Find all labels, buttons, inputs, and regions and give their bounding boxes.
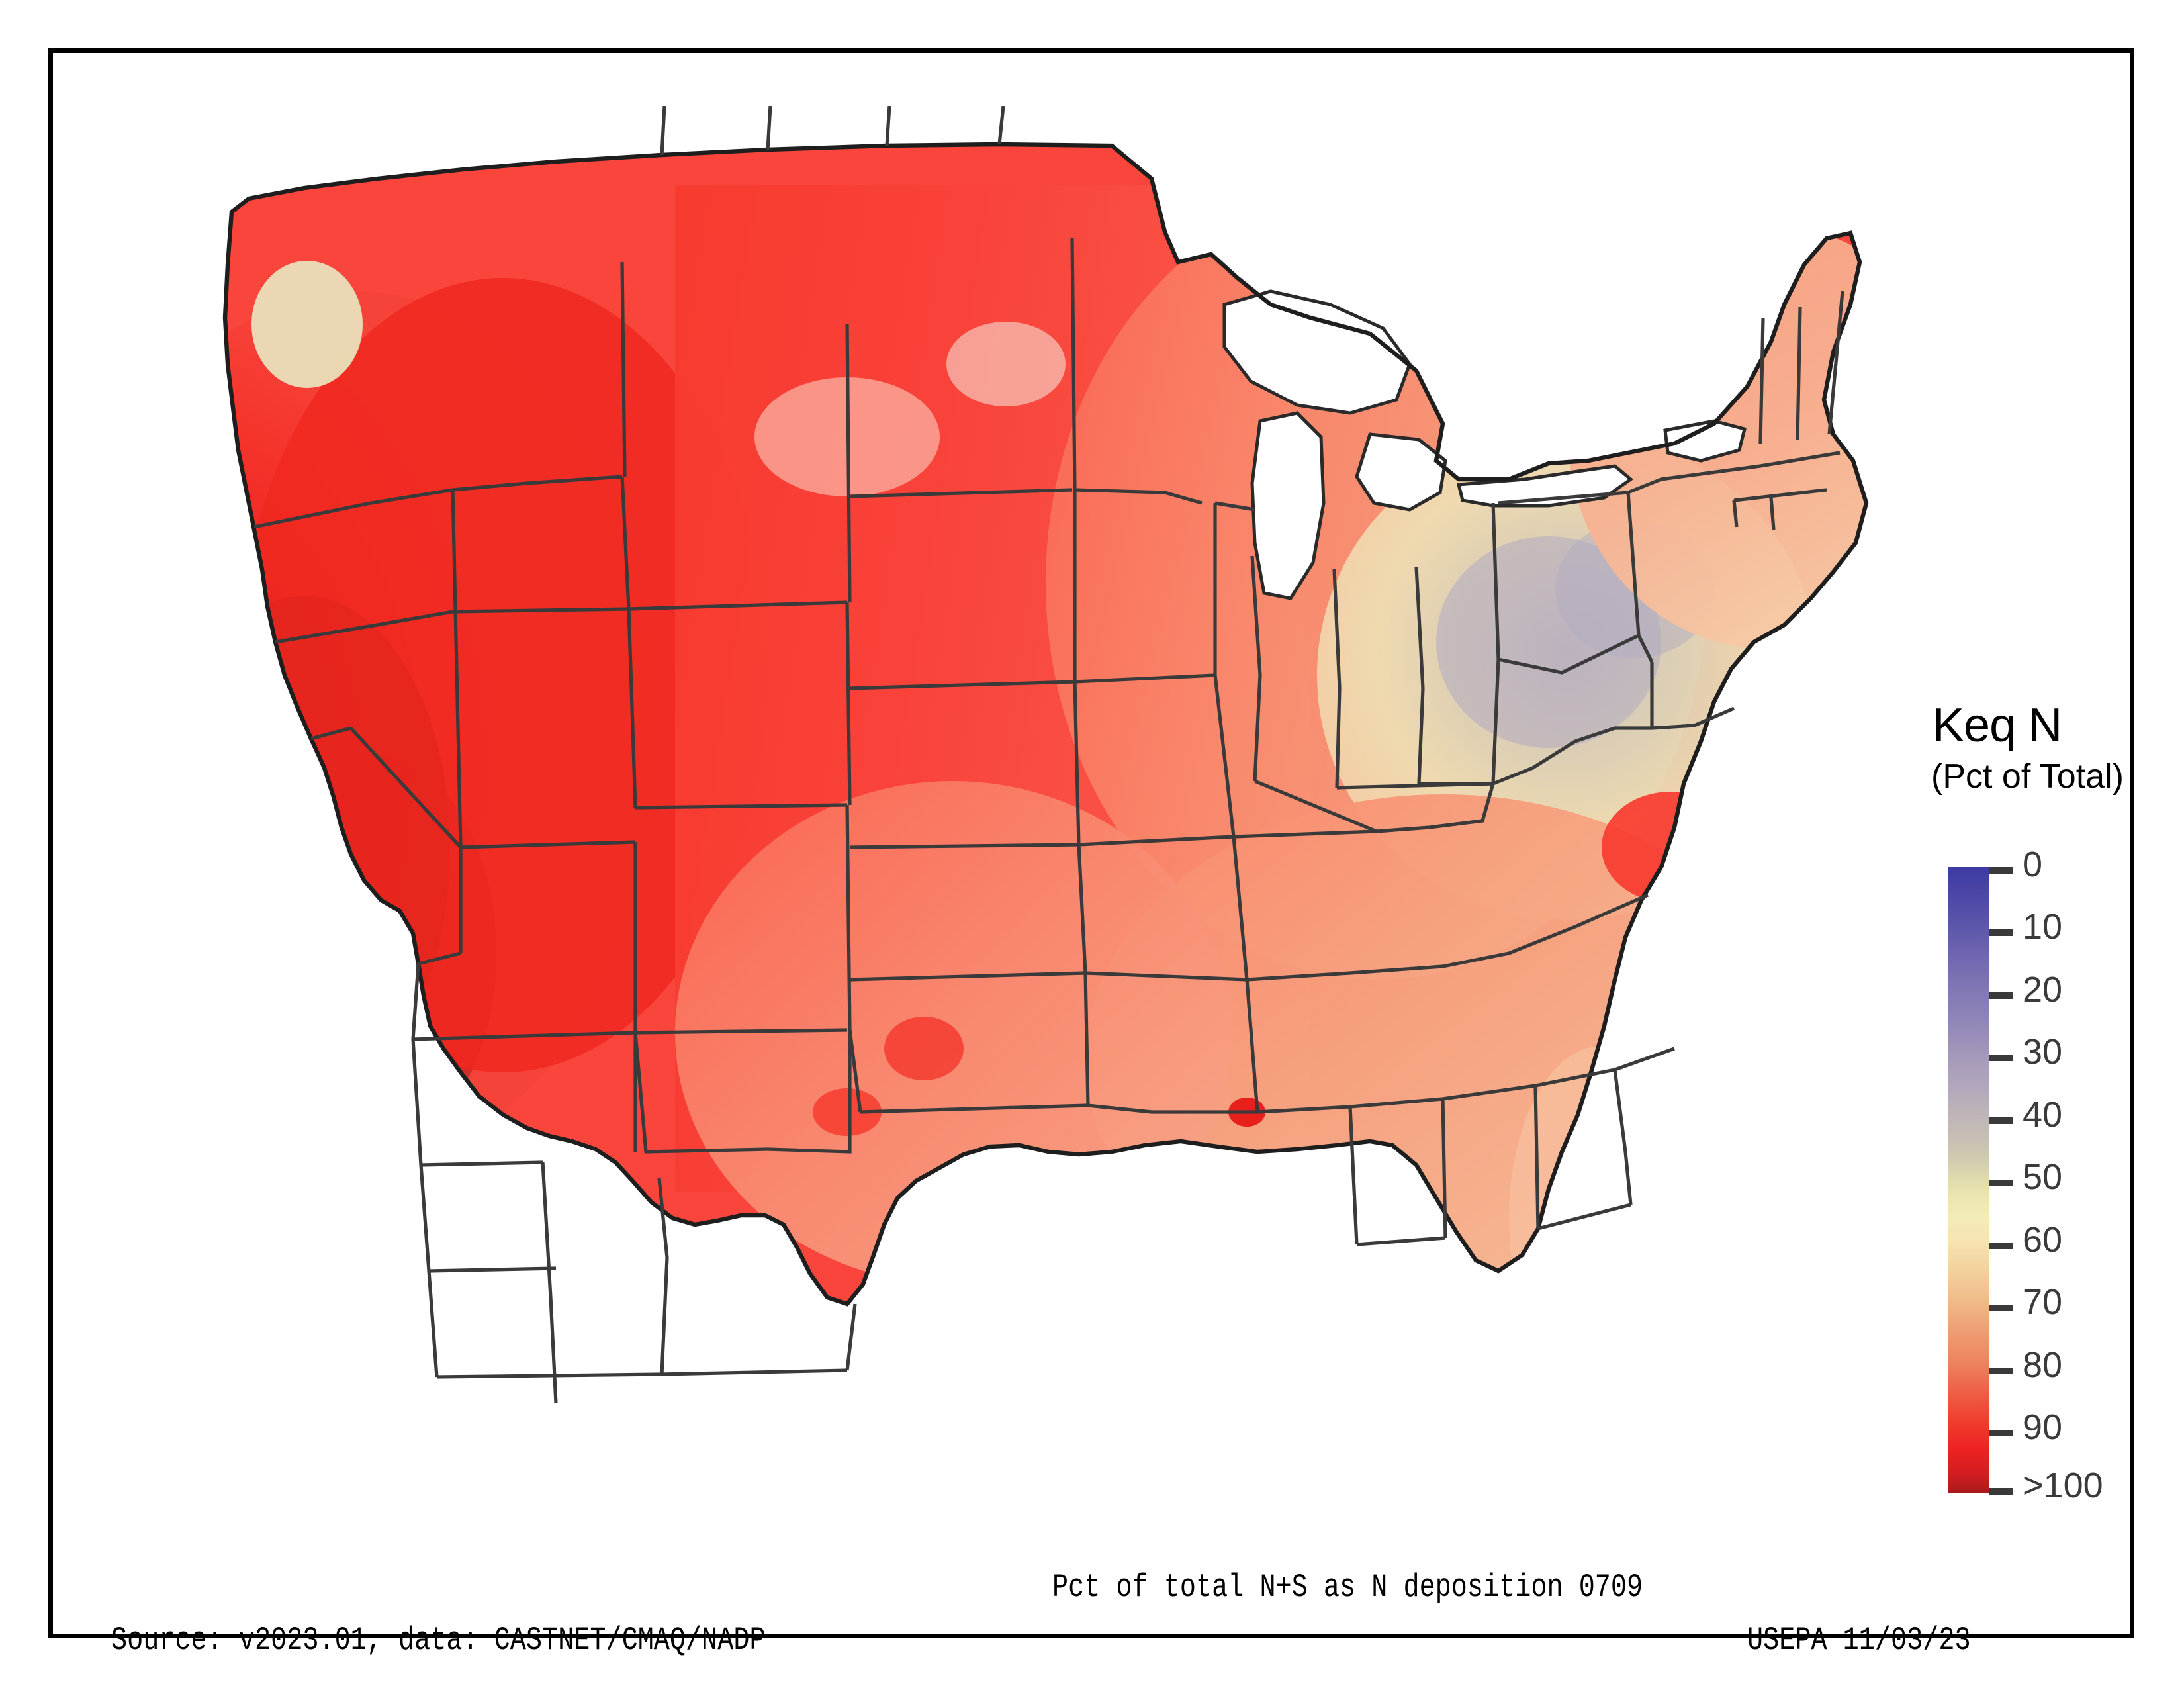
legend-subtitle: (Pct of Total): [1931, 757, 2124, 796]
neighbor-borders: [411, 106, 1005, 1404]
colorbar-tick-40: [1989, 1117, 2013, 1124]
colorbar-label-10: 10: [2023, 907, 2063, 947]
colorbar-tick-70: [1989, 1305, 2013, 1311]
colorbar-label-90: 90: [2023, 1407, 2063, 1447]
colorbar-label-30: 30: [2023, 1032, 2063, 1072]
colorbar-tick-60: [1989, 1243, 2013, 1249]
legend-title: Keq N: [1933, 699, 2062, 752]
colorbar-tick-20: [1989, 992, 2013, 999]
colorbar-label-70: 70: [2023, 1282, 2063, 1322]
map-caption: Pct of total N+S as N deposition 0709: [1052, 1569, 1643, 1606]
deposition-map: [106, 106, 1999, 1549]
colorbar-tick-50: [1989, 1180, 2013, 1186]
colorbar-tick-30: [1989, 1055, 2013, 1061]
state-boundaries: [253, 238, 1844, 1246]
colorbar-tick-0: [1989, 867, 2013, 874]
colorbar-tick-10: [1989, 929, 2013, 936]
colorbar-label-60: 60: [2023, 1220, 2063, 1260]
colorbar-label-80: 80: [2023, 1345, 2063, 1385]
colorbar-label-20: 20: [2023, 970, 2063, 1009]
agency-date-note: USEPA 11/03/23: [1747, 1622, 1971, 1659]
colorbar-label-50: 50: [2023, 1157, 2063, 1197]
colorbar-label-100: >100: [2023, 1466, 2103, 1505]
colorbar-label-0: 0: [2023, 845, 2043, 884]
colorbar-legend: Keq N (Pct of Total) 0 10 20 30 40 50 60…: [1913, 698, 2184, 1506]
colorbar-tick-100: [1989, 1488, 2013, 1495]
figure-frame: Keq N (Pct of Total) 0 10 20 30 40 50 60…: [48, 48, 2134, 1659]
great-lakes: [1222, 289, 1747, 600]
colorbar-tick-90: [1989, 1430, 2013, 1436]
colorbar-label-40: 40: [2023, 1095, 2063, 1135]
colorbar-tick-80: [1989, 1368, 2013, 1374]
map-svg: [106, 106, 1999, 1549]
colorbar-gradient: [1948, 867, 1989, 1493]
source-note: Source: v2023.01, data: CASTNET/CMAQ/NAD…: [111, 1622, 766, 1659]
